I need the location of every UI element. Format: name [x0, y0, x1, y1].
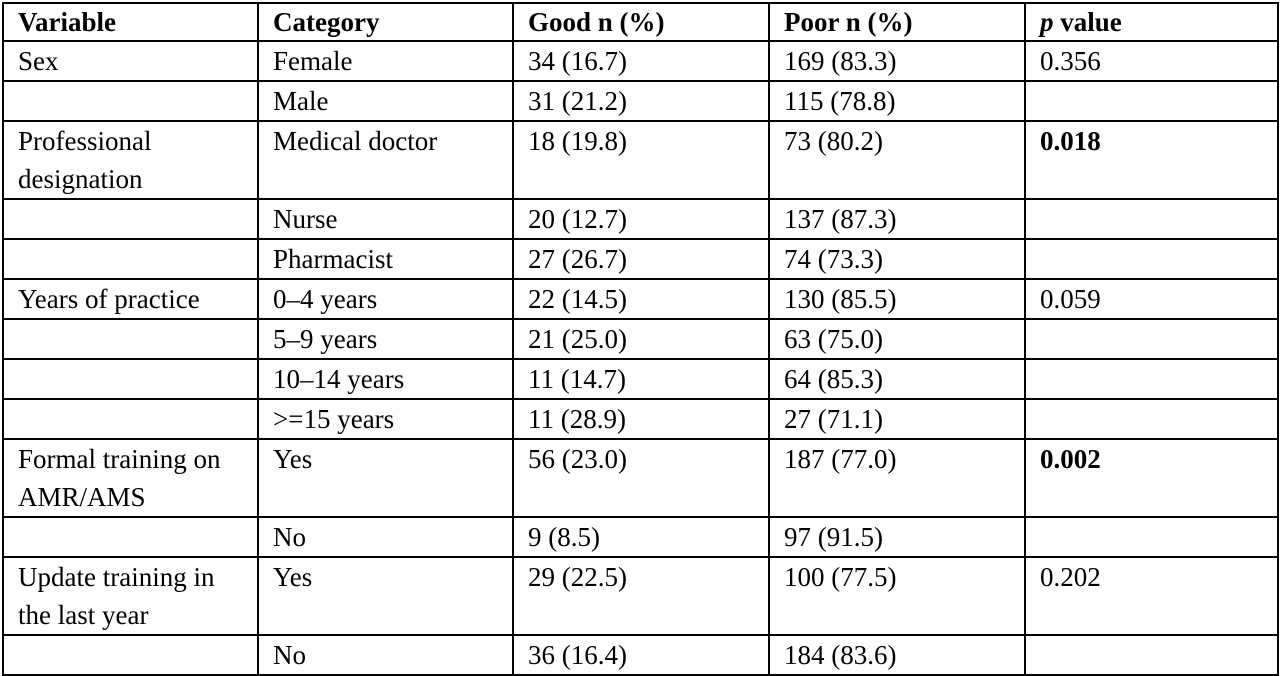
table-row: Male 31 (21.2) 115 (78.8): [2, 80, 1279, 122]
cell-category: 10–14 years: [257, 358, 514, 400]
table-row: 10–14 years 11 (14.7) 64 (85.3): [2, 358, 1279, 400]
cell-p-value: 0.356: [1024, 40, 1279, 82]
table-row: Years of practice 0–4 years 22 (14.5) 13…: [2, 278, 1279, 320]
cell-good: 11 (28.9): [512, 398, 770, 440]
cell-p-value: [1024, 398, 1279, 440]
cell-good: 36 (16.4): [512, 634, 770, 676]
cell-variable: [2, 516, 259, 558]
cell-category: No: [257, 516, 514, 558]
cell-good: 22 (14.5): [512, 278, 770, 320]
cell-category: Nurse: [257, 198, 514, 240]
cell-variable: Professional designation: [2, 120, 259, 200]
cell-variable: [2, 634, 259, 676]
cell-category: Pharmacist: [257, 238, 514, 280]
cell-category: No: [257, 634, 514, 676]
cell-good: 34 (16.7): [512, 40, 770, 82]
table-row: No 9 (8.5) 97 (91.5): [2, 516, 1279, 558]
cell-p-value: 0.018: [1024, 120, 1279, 200]
cell-variable: [2, 358, 259, 400]
cell-good: 29 (22.5): [512, 556, 770, 636]
table-row: Nurse 20 (12.7) 137 (87.3): [2, 198, 1279, 240]
table-row: 5–9 years 21 (25.0) 63 (75.0): [2, 318, 1279, 360]
cell-variable: [2, 80, 259, 122]
cell-category: Male: [257, 80, 514, 122]
cell-poor: 115 (78.8): [768, 80, 1026, 122]
cell-poor: 74 (73.3): [768, 238, 1026, 280]
cell-p-value: [1024, 80, 1279, 122]
cell-variable: [2, 198, 259, 240]
table-row: Sex Female 34 (16.7) 169 (83.3) 0.356: [2, 40, 1279, 82]
table-row: Pharmacist 27 (26.7) 74 (73.3): [2, 238, 1279, 280]
cell-p-value: [1024, 318, 1279, 360]
cell-category: Yes: [257, 438, 514, 518]
header-p-letter: p: [1040, 7, 1054, 37]
cell-poor: 184 (83.6): [768, 634, 1026, 676]
cell-variable: [2, 318, 259, 360]
cell-poor: 187 (77.0): [768, 438, 1026, 518]
cell-good: 21 (25.0): [512, 318, 770, 360]
header-good: Good n (%): [512, 2, 770, 42]
cell-poor: 73 (80.2): [768, 120, 1026, 200]
header-row: Variable Category Good n (%) Poor n (%) …: [2, 2, 1279, 42]
cell-variable: Update training in the last year: [2, 556, 259, 636]
cell-good: 56 (23.0): [512, 438, 770, 518]
header-variable: Variable: [2, 2, 259, 42]
cell-poor: 63 (75.0): [768, 318, 1026, 360]
cell-p-value: [1024, 238, 1279, 280]
cell-p-value: [1024, 198, 1279, 240]
cell-p-value: [1024, 516, 1279, 558]
cell-category: 5–9 years: [257, 318, 514, 360]
cell-category: 0–4 years: [257, 278, 514, 320]
cell-poor: 64 (85.3): [768, 358, 1026, 400]
cell-p-value: 0.002: [1024, 438, 1279, 518]
cell-p-value: 0.059: [1024, 278, 1279, 320]
cell-good: 20 (12.7): [512, 198, 770, 240]
cell-good: 31 (21.2): [512, 80, 770, 122]
cell-good: 11 (14.7): [512, 358, 770, 400]
header-category: Category: [257, 2, 514, 42]
table-row: No 36 (16.4) 184 (83.6): [2, 634, 1279, 676]
cell-category: Medical doctor: [257, 120, 514, 200]
cell-poor: 100 (77.5): [768, 556, 1026, 636]
cell-poor: 169 (83.3): [768, 40, 1026, 82]
cell-variable: [2, 238, 259, 280]
cell-variable: Sex: [2, 40, 259, 82]
header-poor: Poor n (%): [768, 2, 1026, 42]
cell-category: Female: [257, 40, 514, 82]
table-row: Update training in the last year Yes 29 …: [2, 556, 1279, 636]
cell-p-value: [1024, 358, 1279, 400]
cell-variable: [2, 398, 259, 440]
cell-poor: 27 (71.1): [768, 398, 1026, 440]
table-row: Professional designation Medical doctor …: [2, 120, 1279, 200]
cell-p-value: 0.202: [1024, 556, 1279, 636]
cell-category: Yes: [257, 556, 514, 636]
cell-good: 27 (26.7): [512, 238, 770, 280]
header-p-value: p value: [1024, 2, 1279, 42]
cell-poor: 130 (85.5): [768, 278, 1026, 320]
table-row: >=15 years 11 (28.9) 27 (71.1): [2, 398, 1279, 440]
cell-p-value: [1024, 634, 1279, 676]
table-row: Formal training on AMR/AMS Yes 56 (23.0)…: [2, 438, 1279, 518]
cell-good: 18 (19.8): [512, 120, 770, 200]
header-p-suffix: value: [1053, 7, 1122, 37]
cell-variable: Years of practice: [2, 278, 259, 320]
cell-category: >=15 years: [257, 398, 514, 440]
cell-poor: 97 (91.5): [768, 516, 1026, 558]
cell-good: 9 (8.5): [512, 516, 770, 558]
cell-variable: Formal training on AMR/AMS: [2, 438, 259, 518]
cell-poor: 137 (87.3): [768, 198, 1026, 240]
